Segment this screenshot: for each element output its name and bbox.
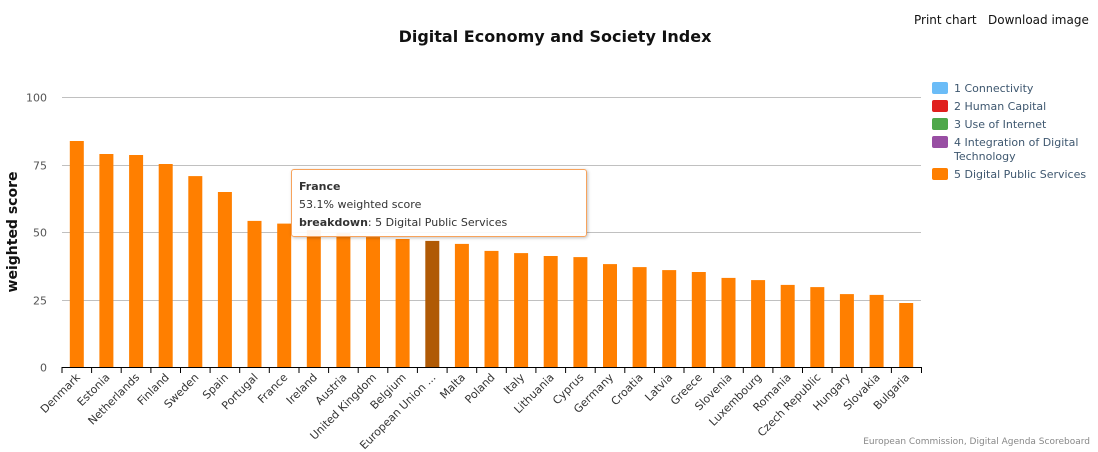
bar[interactable]	[425, 240, 440, 367]
bar[interactable]	[839, 294, 854, 367]
tooltip-breakdown-label: breakdown	[299, 216, 368, 229]
bar[interactable]	[99, 154, 114, 367]
bar[interactable]	[632, 267, 647, 367]
x-tick-label: Denmark	[38, 370, 83, 415]
legend-item-human-capital[interactable]: 2 Human Capital	[932, 100, 1098, 114]
bar[interactable]	[899, 303, 914, 367]
bar[interactable]	[751, 280, 766, 367]
legend-item-use-of-internet[interactable]: 3 Use of Internet	[932, 118, 1098, 132]
x-axis-ticks: DenmarkEstoniaNetherlandsFinlandSwedenSp…	[38, 367, 922, 452]
legend-item-connectivity[interactable]: 1 Connectivity	[932, 82, 1098, 96]
y-tick-label: 100	[26, 92, 47, 105]
legend-label: 4 Integration of Digital Technology	[954, 136, 1079, 163]
y-tick-label: 0	[40, 362, 47, 375]
x-tick-label: Poland	[462, 371, 497, 406]
legend-swatch	[932, 118, 948, 130]
tooltip-value: 53.1% weighted score	[299, 198, 422, 211]
bar[interactable]	[217, 192, 232, 367]
x-tick-label: Croatia	[609, 371, 646, 408]
bar[interactable]	[603, 264, 617, 367]
legend-swatch	[932, 82, 948, 94]
legend: 1 Connectivity 2 Human Capital 3 Use of …	[932, 82, 1098, 186]
bar[interactable]	[158, 164, 173, 367]
bar[interactable]	[484, 250, 499, 367]
print-chart-button[interactable]: Print chart	[914, 13, 977, 27]
y-tick-label: 75	[33, 160, 47, 173]
bar[interactable]	[336, 233, 351, 367]
bar[interactable]	[543, 256, 558, 367]
bar[interactable]	[869, 294, 884, 367]
bar[interactable]	[810, 287, 825, 367]
bar[interactable]	[780, 284, 795, 367]
tooltip-breakdown-value: : 5 Digital Public Services	[367, 216, 508, 229]
x-tick-label: Italy	[501, 371, 527, 397]
x-tick-label: France	[255, 371, 290, 406]
bars	[69, 141, 914, 367]
x-tick-label: Ireland	[284, 371, 320, 407]
bar[interactable]	[306, 230, 321, 367]
bar[interactable]	[129, 155, 144, 367]
bar[interactable]	[69, 141, 84, 367]
y-axis-ticks: 0 25 50 75 100	[26, 92, 47, 375]
bar[interactable]	[721, 277, 736, 367]
y-axis-title: weighted score	[5, 172, 21, 293]
bar[interactable]	[573, 257, 588, 367]
bar[interactable]	[247, 220, 262, 367]
legend-swatch	[932, 168, 948, 180]
bar[interactable]	[188, 176, 203, 367]
tooltip: France 53.1% weighted score breakdown: 5…	[291, 169, 587, 237]
bar[interactable]	[454, 243, 469, 367]
legend-label: 3 Use of Internet	[954, 118, 1047, 131]
legend-label: 2 Human Capital	[954, 100, 1047, 113]
legend-label: 1 Connectivity	[954, 82, 1034, 95]
credits[interactable]: European Commission, Digital Agenda Scor…	[863, 437, 1090, 447]
bar[interactable]	[395, 239, 410, 367]
tooltip-country: France	[299, 180, 341, 193]
chart-title: Digital Economy and Society Index	[399, 27, 713, 46]
legend-label: 5 Digital Public Services	[954, 168, 1087, 181]
bar[interactable]	[691, 272, 706, 367]
download-image-button[interactable]: Download image	[988, 13, 1089, 27]
legend-swatch	[932, 100, 948, 112]
y-tick-label: 25	[33, 295, 47, 308]
legend-item-digital-public-services[interactable]: 5 Digital Public Services	[932, 168, 1098, 182]
legend-swatch	[932, 136, 948, 148]
legend-item-integration-of-digital-technology[interactable]: 4 Integration of Digital Technology	[932, 136, 1098, 164]
y-tick-label: 50	[33, 227, 47, 240]
bar[interactable]	[514, 253, 529, 367]
bar[interactable]	[366, 237, 380, 367]
bar[interactable]	[662, 270, 677, 367]
bar[interactable]	[277, 223, 292, 367]
